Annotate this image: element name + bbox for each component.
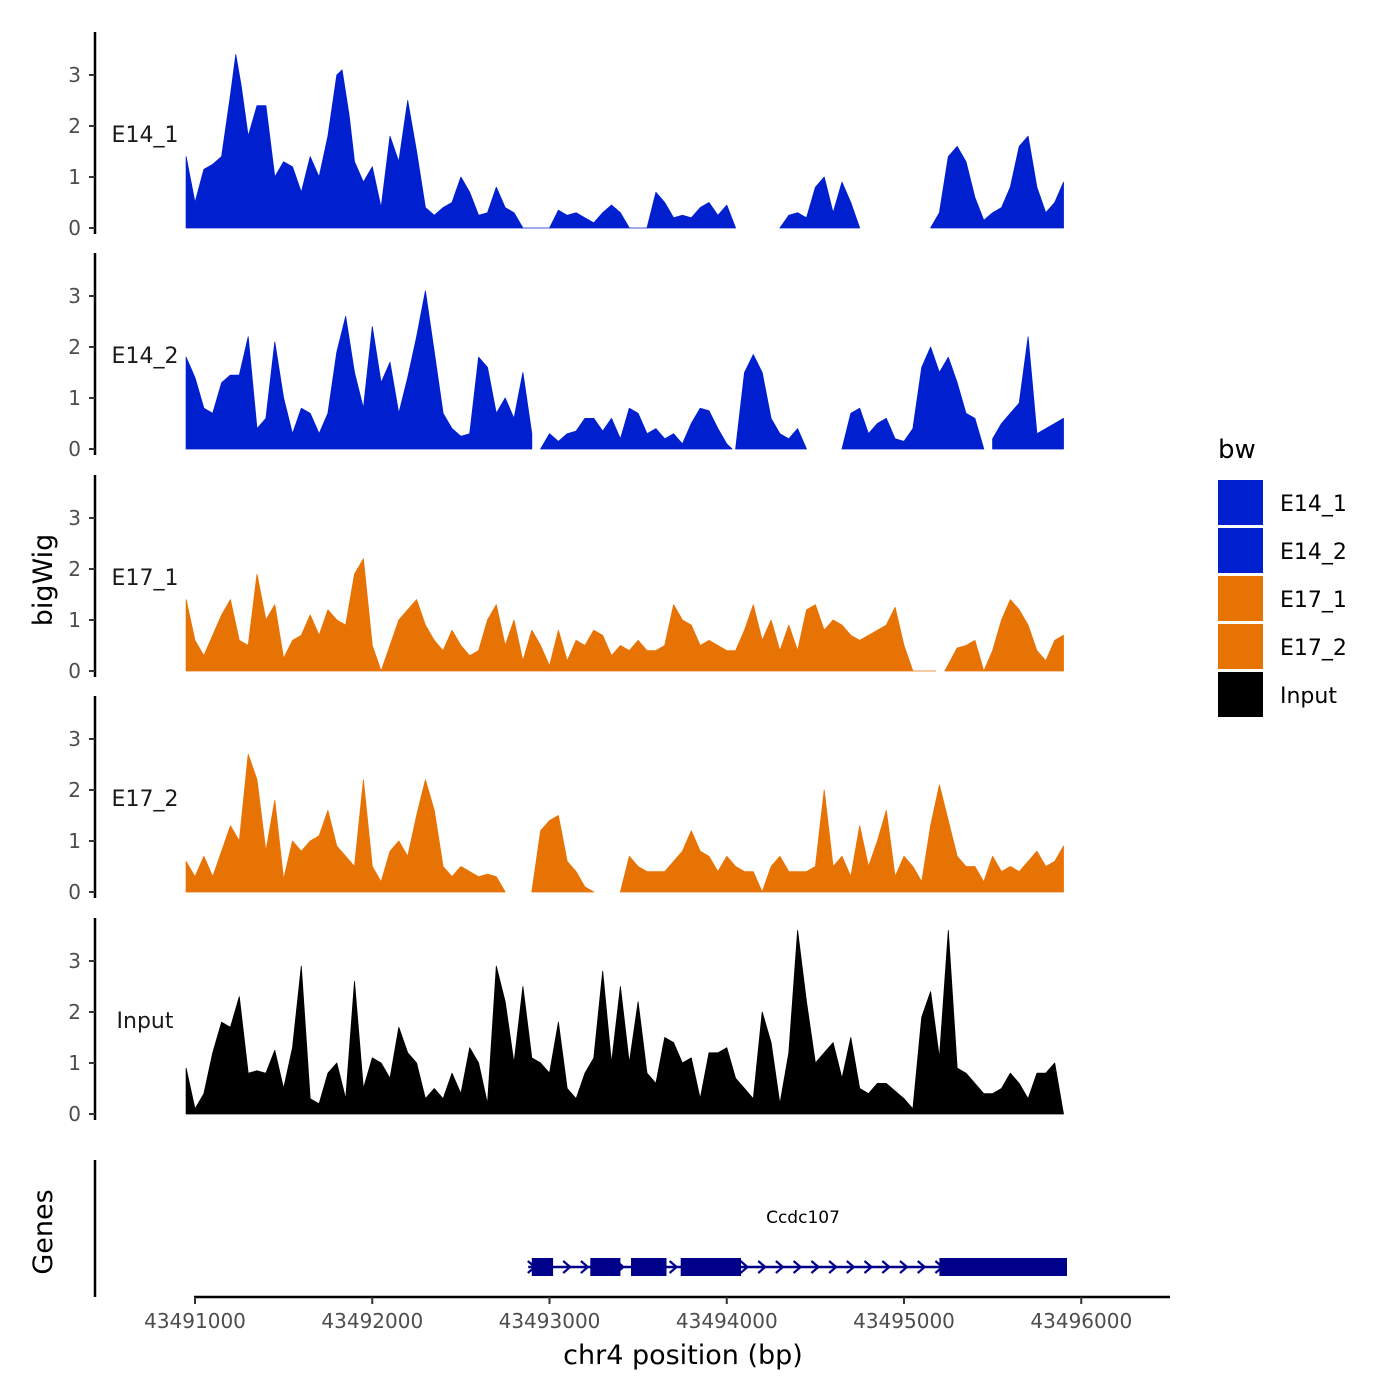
x-tick-label: 43491000 (144, 1309, 246, 1333)
signal-area (531, 815, 595, 893)
x-tick-label: 43494000 (676, 1309, 778, 1333)
legend-label: E14_2 (1280, 540, 1347, 565)
strand-arrow (775, 1260, 785, 1274)
y-tick-label: 1 (68, 386, 81, 410)
x-tick-label: 43492000 (321, 1309, 423, 1333)
strand-arrow (792, 1260, 803, 1274)
track-label: E17_2 (112, 787, 179, 812)
strand-arrow (828, 1260, 838, 1274)
y-tick-label: 3 (68, 63, 81, 87)
gene-exon (531, 1258, 554, 1276)
signal-area (930, 135, 1064, 229)
x-axis: 43491000 43492000 43493000 43494000 43495000… (144, 1295, 1170, 1333)
signal-area (841, 346, 985, 450)
gene-label: Ccdc107 (766, 1208, 840, 1228)
strand-arrow (810, 1260, 821, 1274)
signal-area (540, 407, 733, 450)
signal-area (185, 558, 937, 672)
y-tick-label: 3 (68, 506, 81, 530)
legend-label: E17_2 (1280, 636, 1347, 661)
strand-arrow (668, 1260, 679, 1274)
legend-label: E14_1 (1280, 492, 1347, 517)
y-tick-label: 0 (68, 659, 81, 683)
signal-area (185, 290, 533, 450)
y-tick-label: 1 (68, 829, 81, 853)
signal-area (549, 204, 648, 229)
legend-key-e14-1 (1218, 480, 1263, 525)
x-tick-label: 43493000 (499, 1309, 601, 1333)
strand-arrow (846, 1260, 856, 1274)
track-input: 0 1 2 3 Input (68, 918, 1064, 1126)
legend-key-e14-2 (1218, 528, 1263, 573)
gene-ccdc107: Ccdc107 (527, 1208, 1068, 1276)
signal-area (992, 336, 1064, 450)
track-label: E14_2 (112, 344, 179, 369)
strand-arrow (863, 1260, 874, 1274)
y-tick-label: 2 (68, 1000, 81, 1024)
strand-arrow (562, 1260, 572, 1274)
y-tick-label: 3 (68, 949, 81, 973)
legend-title: bw (1218, 435, 1256, 465)
genes-track: Ccdc107 (93, 1160, 1068, 1297)
legend-key-e17-1 (1218, 576, 1263, 621)
y-tick-label: 3 (68, 284, 81, 308)
track-label: E14_1 (112, 123, 179, 148)
strand-arrow (881, 1260, 891, 1274)
gene-exon (631, 1258, 667, 1276)
signal-area (779, 176, 861, 229)
legend: bw E14_1 E14_2 E17_1 E17_2 Input (1218, 435, 1347, 717)
y-tick-label: 3 (68, 727, 81, 751)
strand-arrow (739, 1260, 750, 1274)
signal-area (944, 599, 1064, 672)
genes-axis-title: Genes (28, 1189, 59, 1274)
legend-key-e17-2 (1218, 624, 1263, 669)
y-tick-label: 1 (68, 1051, 81, 1075)
gene-exon (680, 1258, 741, 1276)
y-tick-label: 1 (68, 165, 81, 189)
y-tick-label: 2 (68, 114, 81, 138)
y-tick-label: 0 (68, 216, 81, 240)
track-e17-2: 0 1 2 3 E17_2 (68, 696, 1064, 904)
y-tick-label: 0 (68, 880, 81, 904)
strand-arrow (580, 1260, 590, 1274)
x-tick-label: 43495000 (853, 1309, 955, 1333)
legend-key-input (1218, 672, 1263, 717)
y-tick-label: 2 (68, 335, 81, 359)
track-label: E17_1 (112, 566, 179, 591)
strand-arrow (899, 1260, 909, 1274)
signal-area (185, 930, 1064, 1115)
strand-arrow (916, 1260, 927, 1274)
gene-exon (939, 1258, 1067, 1276)
gene-exon (590, 1258, 621, 1276)
legend-label: E17_1 (1280, 588, 1347, 613)
track-e14-2: 0 1 2 3 E14_2 (68, 253, 1064, 461)
y-tick-label: 0 (68, 437, 81, 461)
strand-arrow (757, 1260, 767, 1274)
x-axis-title: chr4 position (bp) (563, 1340, 803, 1371)
track-e14-1: 0 1 2 3 E14_1 (68, 32, 1064, 240)
signal-area (646, 191, 736, 229)
legend-label: Input (1280, 684, 1337, 709)
signal-area (185, 753, 506, 893)
x-tick-label: 43496000 (1030, 1309, 1132, 1333)
signal-area (185, 54, 550, 229)
y-tick-label: 1 (68, 608, 81, 632)
track-label: Input (117, 1009, 174, 1034)
signal-area (735, 354, 807, 450)
tracks-area: 0 1 2 3 E14_1 0 1 2 3 E14_2 0 1 2 3 E17_1 0 1 2 3 E17_2 0 1 2 3… (68, 32, 1064, 1126)
y-tick-label: 2 (68, 557, 81, 581)
y-axis-title: bigWig (28, 534, 59, 627)
signal-area (620, 784, 1064, 893)
y-tick-label: 0 (68, 1102, 81, 1126)
track-e17-1: 0 1 2 3 E17_1 (68, 475, 1064, 683)
y-tick-label: 2 (68, 778, 81, 802)
